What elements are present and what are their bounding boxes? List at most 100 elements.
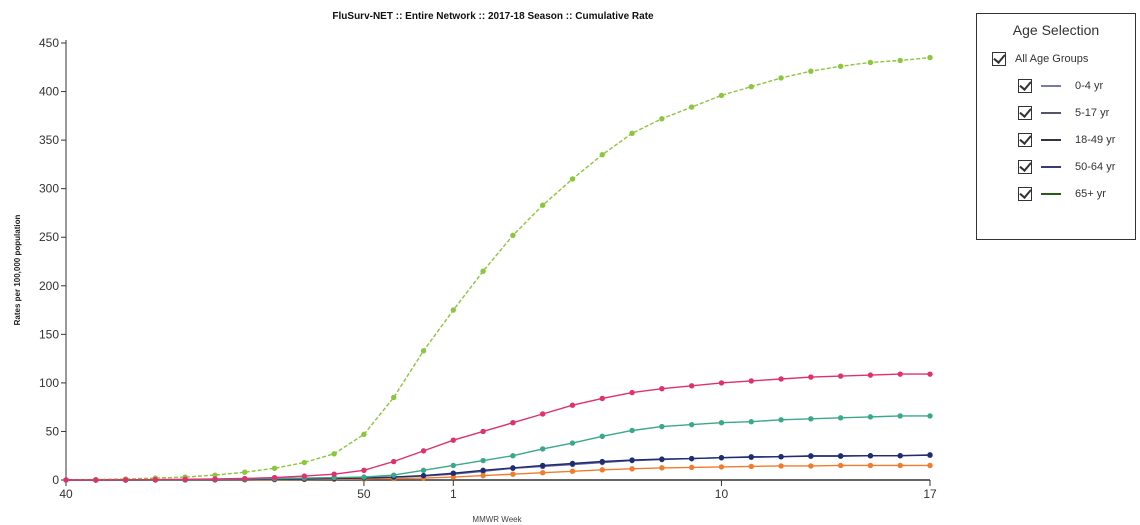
- age-5-17-checkbox[interactable]: [1018, 106, 1032, 120]
- data-point: [659, 116, 665, 122]
- data-point: [242, 475, 248, 482]
- data-point: [718, 420, 725, 426]
- data-point: [182, 476, 188, 483]
- data-point: [748, 378, 754, 384]
- x-tick-label: 17: [923, 487, 937, 501]
- legend-item-label: 18-49 yr: [1075, 134, 1116, 146]
- y-tick-label: 0: [52, 473, 59, 487]
- x-tick-label: 50: [357, 487, 371, 501]
- legend-title: Age Selection: [1012, 22, 1100, 38]
- x-tick-label: 10: [715, 487, 729, 501]
- y-axis-label: Rates per 100,000 population: [13, 215, 22, 326]
- data-point: [480, 472, 486, 479]
- data-point: [718, 454, 725, 461]
- data-point: [420, 348, 427, 354]
- data-point: [539, 446, 546, 452]
- data-point: [361, 467, 367, 473]
- legend-item-18-49[interactable]: 18-49 yr: [1018, 133, 1115, 147]
- data-point: [510, 471, 516, 477]
- y-tick-label: 100: [39, 376, 59, 390]
- data-point: [808, 374, 814, 380]
- chart-title: FluSurv-NET :: Entire Network :: 2017-18…: [332, 11, 654, 22]
- data-point: [659, 465, 665, 471]
- data-point: [510, 453, 516, 459]
- all-age-groups-option[interactable]: All Age Groups: [992, 52, 1088, 66]
- series-line: [66, 373, 930, 481]
- legend-swatch: [1041, 193, 1061, 195]
- legend-item-65-plus[interactable]: 65+ yr: [1018, 187, 1106, 201]
- data-point: [420, 467, 427, 473]
- data-point: [897, 413, 903, 419]
- y-tick-label: 50: [46, 424, 60, 438]
- chart: FluSurv-NET :: Entire Network :: 2017-18…: [13, 11, 937, 524]
- age-50-64-checkbox[interactable]: [1018, 160, 1032, 174]
- data-point: [659, 456, 665, 462]
- data-point: [688, 421, 695, 428]
- data-point: [927, 452, 933, 458]
- data-point: [897, 462, 903, 469]
- y-axis: 0 50 100 150 200 250 300 350 400 450: [39, 36, 66, 487]
- data-point: [629, 457, 635, 463]
- data-point: [539, 202, 546, 208]
- data-point: [778, 376, 784, 382]
- data-point: [480, 467, 486, 473]
- data-point: [659, 423, 665, 430]
- data-point: [748, 419, 754, 425]
- age-65-plus-checkbox[interactable]: [1018, 187, 1032, 201]
- data-point: [688, 455, 695, 462]
- legend-item-label: 0-4 yr: [1075, 80, 1104, 92]
- data-point: [808, 463, 814, 469]
- legend-swatch: [1041, 112, 1061, 114]
- data-point: [391, 472, 397, 478]
- data-point: [927, 54, 933, 61]
- data-point: [837, 63, 844, 70]
- data-point: [510, 232, 516, 238]
- all-age-groups-checkbox[interactable]: [992, 52, 1006, 66]
- y-tick-label: 400: [39, 85, 59, 99]
- data-point: [212, 472, 218, 478]
- data-point: [480, 428, 486, 435]
- data-point: [569, 468, 576, 474]
- data-point: [569, 440, 576, 446]
- data-point: [778, 75, 784, 81]
- data-point: [63, 477, 69, 483]
- data-point: [927, 462, 933, 469]
- series-line: [65, 56, 931, 481]
- data-point: [897, 453, 903, 459]
- legend-swatch: [1041, 166, 1061, 168]
- data-point: [93, 477, 99, 483]
- data-point: [599, 433, 605, 439]
- data-point: [450, 474, 457, 480]
- data-point: [718, 92, 725, 99]
- data-point: [271, 465, 278, 472]
- legend-item-5-17[interactable]: 5-17 yr: [1018, 106, 1109, 120]
- data-point: [808, 453, 814, 459]
- data-point: [718, 464, 725, 470]
- age-18-49-checkbox[interactable]: [1018, 133, 1032, 147]
- data-point: [688, 383, 695, 389]
- data-point: [569, 176, 576, 182]
- data-point: [331, 451, 337, 457]
- data-point: [867, 372, 874, 378]
- data-point: [122, 477, 129, 483]
- data-point: [391, 394, 397, 401]
- data-point: [778, 463, 784, 469]
- legend-item-50-64[interactable]: 50-64 yr: [1018, 160, 1115, 174]
- data-point: [361, 474, 367, 480]
- data-point: [748, 454, 754, 460]
- x-tick-label: 40: [59, 487, 73, 501]
- data-point: [599, 151, 605, 158]
- y-tick-label: 150: [39, 327, 59, 341]
- data-point: [599, 467, 605, 473]
- data-point: [450, 307, 457, 313]
- data-point: [569, 402, 576, 408]
- age-selection-legend: Age Selection All Age Groups 0-4 yr 5-17…: [976, 13, 1136, 240]
- legend-item-0-4[interactable]: 0-4 yr: [1018, 79, 1103, 93]
- age-0-4-checkbox[interactable]: [1018, 79, 1032, 93]
- data-point: [301, 459, 308, 466]
- data-point: [688, 464, 695, 471]
- data-point: [688, 104, 695, 110]
- data-point: [242, 469, 248, 475]
- data-point: [718, 380, 725, 386]
- data-point: [510, 465, 516, 471]
